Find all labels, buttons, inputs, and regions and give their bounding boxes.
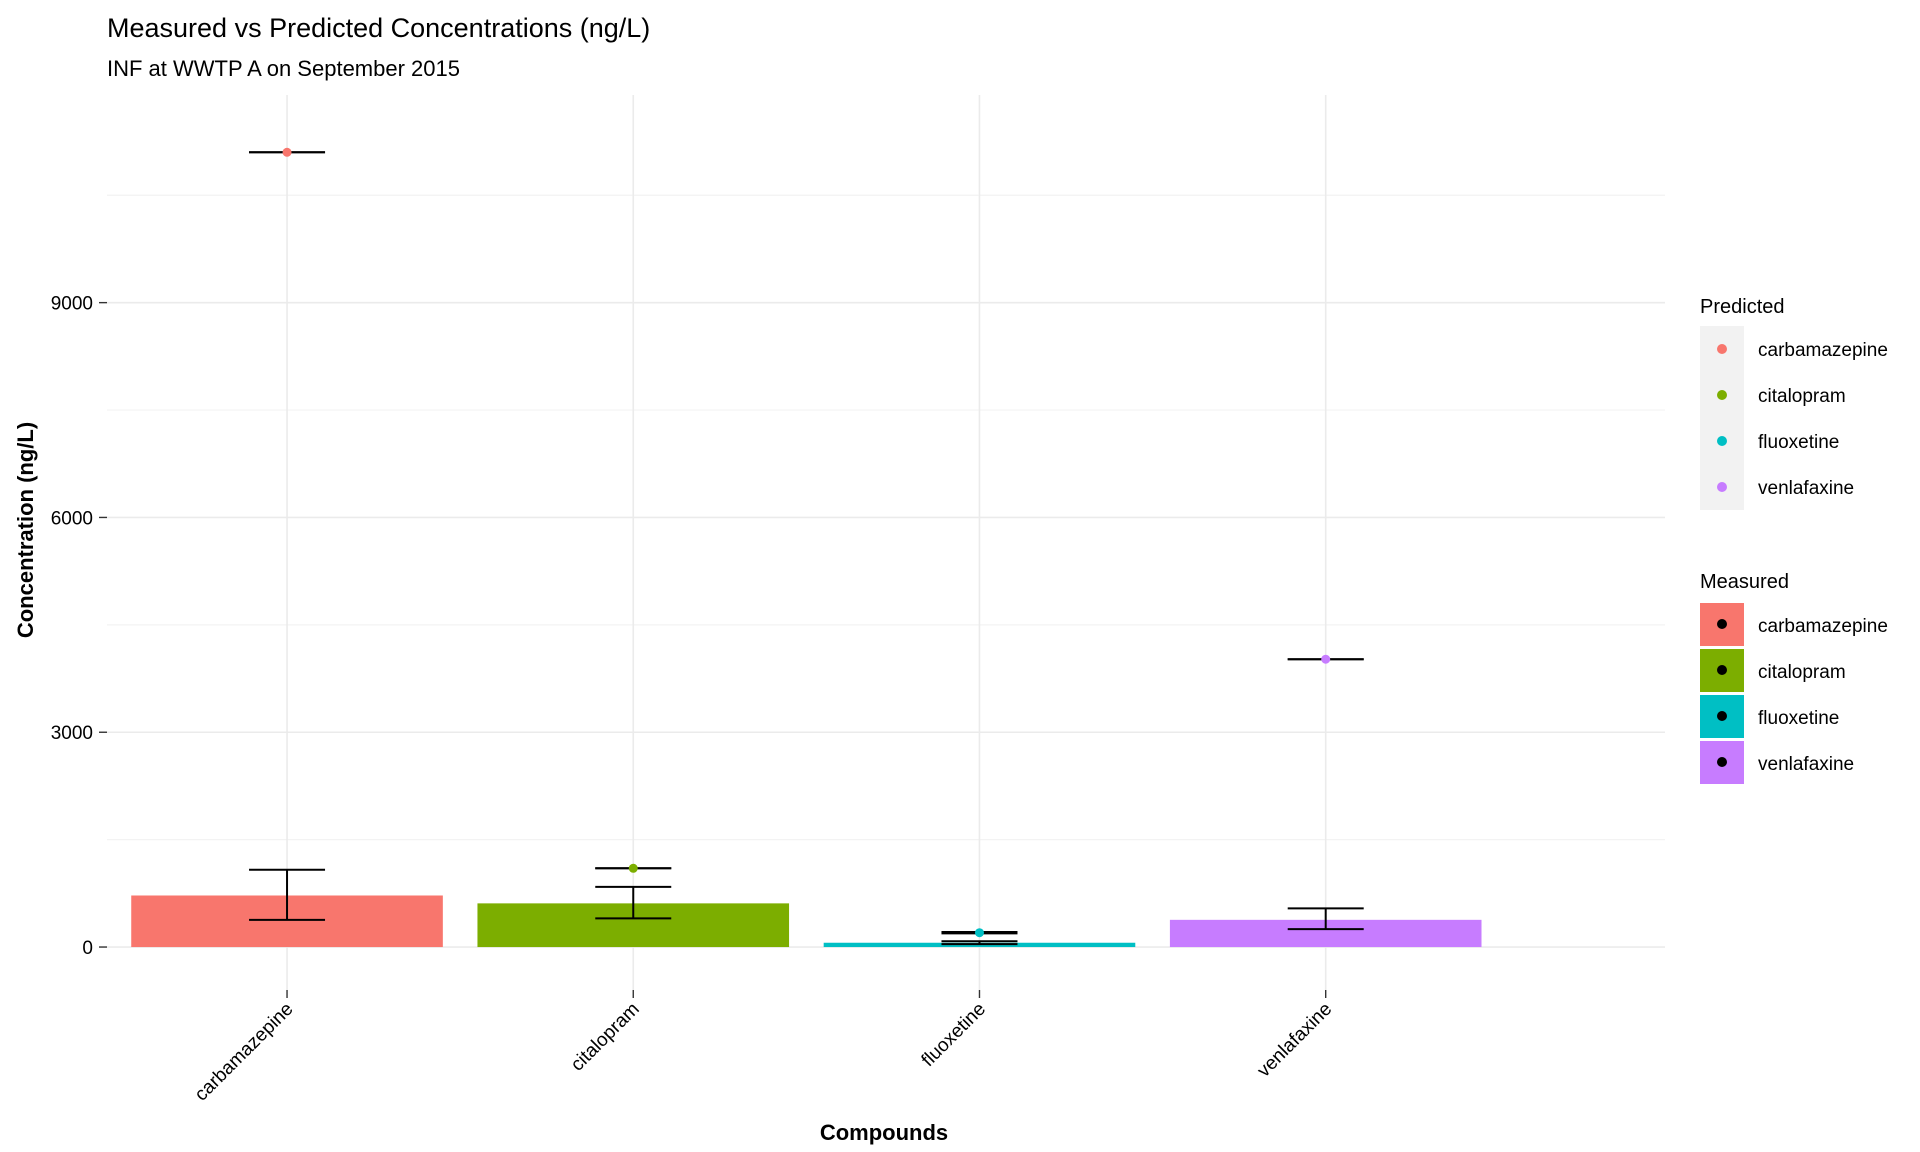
legend-title-measured: Measured [1700, 571, 1789, 593]
legend-label-measured-citalopram: citalopram [1758, 662, 1846, 683]
error-bars [249, 151, 1364, 946]
y-tick-label: 3000 [51, 723, 93, 744]
x-tick-label: venlafaxine [1253, 999, 1336, 1082]
measured-errorbar-fluoxetine [941, 940, 1018, 946]
legend-key-dot [1717, 757, 1727, 767]
chart-title: Measured vs Predicted Concentrations (ng… [107, 13, 650, 43]
x-tick-label: carbamazepine [191, 999, 298, 1106]
legend-label-predicted-fluoxetine: fluoxetine [1758, 432, 1839, 453]
y-tick-label: 6000 [51, 508, 93, 529]
bars [131, 895, 1482, 948]
predicted-points [282, 147, 1331, 938]
legend: Predicted carbamazepine citalopram fluoxeti… [1700, 296, 1888, 784]
y-tick-label: 9000 [51, 294, 93, 315]
legend-title-predicted: Predicted [1700, 296, 1785, 318]
legend-key-dot [1717, 619, 1727, 629]
predicted-point-carbamazepine [282, 147, 292, 157]
legend-label-predicted-citalopram: citalopram [1758, 386, 1846, 407]
predicted-point-venlafaxine [1321, 654, 1331, 664]
legend-label-predicted-venlafaxine: venlafaxine [1758, 478, 1854, 499]
legend-label-predicted-carbamazepine: carbamazepine [1758, 340, 1888, 361]
measured-errorbar-carbamazepine [249, 868, 326, 921]
measured-errorbar-citalopram [595, 885, 672, 920]
legend-label-measured-fluoxetine: fluoxetine [1758, 708, 1839, 729]
legend-key-dot [1717, 665, 1727, 675]
predicted-point-fluoxetine [974, 928, 984, 938]
legend-key-dot [1717, 711, 1727, 721]
legend-key-predicted-carbamazepine [1717, 344, 1727, 354]
predicted-point-citalopram [628, 863, 638, 873]
legend-key-predicted-fluoxetine [1717, 436, 1727, 446]
legend-key-predicted-venlafaxine [1717, 482, 1727, 492]
y-axis-title: Concentration (ng/L) [13, 422, 38, 638]
y-axis: 0 3000 6000 9000 [51, 294, 107, 959]
x-tick-label: fluoxetine [918, 999, 990, 1071]
measured-errorbar-venlafaxine [1287, 907, 1364, 931]
x-axis-title: Compounds [820, 1120, 948, 1145]
x-axis: carbamazepine citalopram fluoxetine venlafa… [191, 990, 1336, 1105]
grid [107, 95, 1665, 990]
legend-label-measured-carbamazepine: carbamazepine [1758, 616, 1888, 637]
legend-key-predicted-citalopram [1717, 390, 1727, 400]
chart-subtitle: INF at WWTP A on September 2015 [107, 56, 460, 81]
x-tick-label: citalopram [567, 999, 644, 1076]
legend-label-measured-venlafaxine: venlafaxine [1758, 754, 1854, 775]
y-tick-label: 0 [82, 938, 93, 959]
